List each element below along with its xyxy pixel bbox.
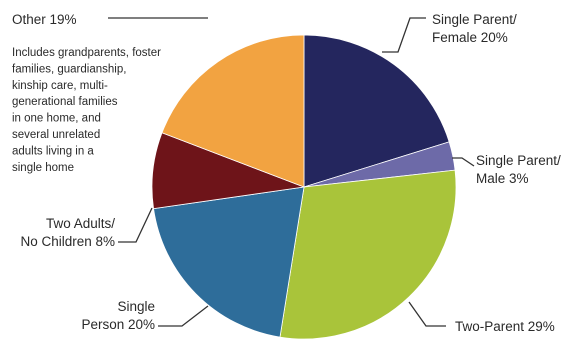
slice-label-line: Male 3% (476, 171, 529, 186)
other-note-line: in one home, and (12, 113, 101, 125)
pie-slice-3 (153, 186, 305, 338)
slice-label-4: Two Adults/No Children 8% (20, 216, 115, 249)
other-note-line: single home (12, 162, 74, 174)
leader-line-0 (382, 17, 426, 53)
slice-label-line: Other 19% (12, 12, 77, 27)
slice-label-line: No Children 8% (20, 234, 115, 249)
slice-label-line: Two Adults/ (46, 216, 115, 231)
other-note-line: generational families (12, 96, 118, 108)
slice-label-line: Female 20% (432, 30, 508, 45)
pie-slice-5 (161, 34, 305, 188)
slice-label-line: Single Parent/ (476, 153, 561, 168)
leader-line-4 (118, 207, 153, 243)
leader-line-3 (158, 305, 209, 327)
slice-label-line: Two-Parent 29% (455, 319, 555, 334)
slice-label-line: Single Parent/ (432, 12, 517, 27)
other-note-line: families, guardianship, (12, 63, 126, 75)
other-note-line: adults living in a (12, 145, 94, 157)
other-note-line: kinship care, multi- (12, 80, 108, 92)
pie-slice-0 (303, 34, 450, 188)
other-note-line: Includes grandparents, foster (12, 47, 161, 59)
other-note-line: several unrelated (12, 129, 100, 141)
slice-label-0: Single Parent/Female 20% (432, 12, 517, 45)
slice-label-2: Two-Parent 29% (455, 319, 555, 334)
leader-line-2 (408, 301, 446, 327)
pie-slice-2 (279, 169, 457, 339)
slice-label-5: Other 19% (12, 12, 77, 27)
slice-label-line: Single (117, 299, 155, 314)
other-note: Includes grandparents, foster families, g… (12, 47, 161, 174)
slice-label-1: Single Parent/Male 3% (476, 153, 561, 186)
slice-label-3: Single Person 20% (81, 299, 155, 332)
leader-line-1 (452, 157, 475, 167)
slice-label-line: Person 20% (81, 317, 155, 332)
